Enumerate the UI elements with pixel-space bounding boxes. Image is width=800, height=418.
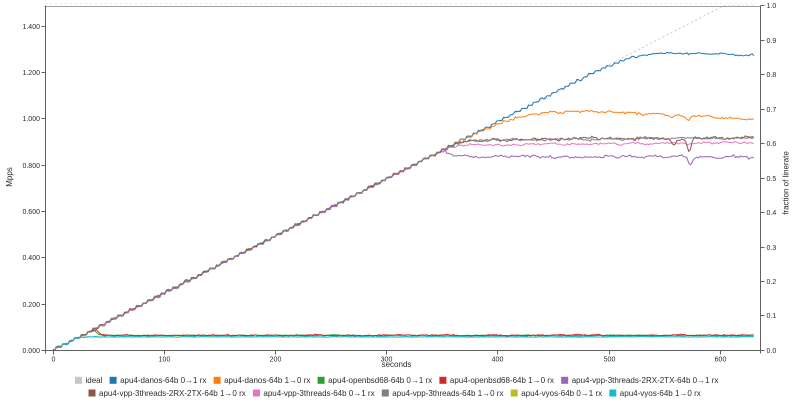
svg-text:300: 300 (381, 356, 393, 363)
svg-text:400: 400 (492, 356, 504, 363)
svg-text:200: 200 (270, 356, 282, 363)
svg-text:apu4-vyos-64b 0→1 rx: apu4-vyos-64b 0→1 rx (521, 389, 602, 398)
svg-text:600: 600 (715, 356, 727, 363)
svg-text:seconds: seconds (382, 360, 412, 369)
svg-text:0.0: 0.0 (767, 348, 777, 355)
svg-text:0.8: 0.8 (767, 72, 777, 79)
svg-text:0.7: 0.7 (767, 107, 777, 114)
svg-text:0.1: 0.1 (767, 313, 777, 320)
svg-text:100: 100 (159, 356, 171, 363)
svg-text:fraction of linerate: fraction of linerate (782, 151, 791, 215)
svg-text:Mpps: Mpps (5, 167, 14, 187)
svg-text:apu4-danos-64b 1→0 rx: apu4-danos-64b 1→0 rx (224, 376, 310, 385)
svg-text:0.2: 0.2 (767, 279, 777, 286)
svg-text:1.000: 1.000 (22, 116, 40, 123)
svg-text:ideal: ideal (86, 376, 103, 385)
svg-text:0.6: 0.6 (767, 141, 777, 148)
svg-text:0: 0 (52, 356, 56, 363)
svg-text:0.9: 0.9 (767, 38, 777, 45)
svg-text:apu4-vpp-3threads-64b 0→1 rx: apu4-vpp-3threads-64b 0→1 rx (263, 389, 374, 398)
svg-text:0.000: 0.000 (22, 348, 40, 355)
svg-text:0.4: 0.4 (767, 210, 777, 217)
svg-text:0.200: 0.200 (22, 302, 40, 309)
svg-text:apu4-vpp-3threads-2RX-2TX-64b: apu4-vpp-3threads-2RX-2TX-64b 0→1 rx (572, 376, 719, 385)
svg-text:0.600: 0.600 (22, 209, 40, 216)
svg-text:0.5: 0.5 (767, 176, 777, 183)
svg-text:apu4-openbsd68-64b 1→0 rx: apu4-openbsd68-64b 1→0 rx (450, 376, 554, 385)
svg-text:apu4-vyos-64b 1→0 rx: apu4-vyos-64b 1→0 rx (620, 389, 701, 398)
svg-text:1.400: 1.400 (22, 24, 40, 31)
svg-text:0.400: 0.400 (22, 255, 40, 262)
svg-text:1.0: 1.0 (767, 3, 777, 10)
svg-text:1.200: 1.200 (22, 70, 40, 77)
svg-text:apu4-vpp-3threads-64b 1→0 rx: apu4-vpp-3threads-64b 1→0 rx (392, 389, 503, 398)
svg-text:500: 500 (604, 356, 616, 363)
svg-text:0.3: 0.3 (767, 245, 777, 252)
svg-text:apu4-vpp-3threads-2RX-2TX-64b: apu4-vpp-3threads-2RX-2TX-64b 1→0 rx (99, 389, 246, 398)
svg-text:apu4-openbsd68-64b 0→1 rx: apu4-openbsd68-64b 0→1 rx (328, 376, 432, 385)
svg-text:apu4-danos-64b 0→1 rx: apu4-danos-64b 0→1 rx (120, 376, 206, 385)
svg-text:0.800: 0.800 (22, 163, 40, 170)
